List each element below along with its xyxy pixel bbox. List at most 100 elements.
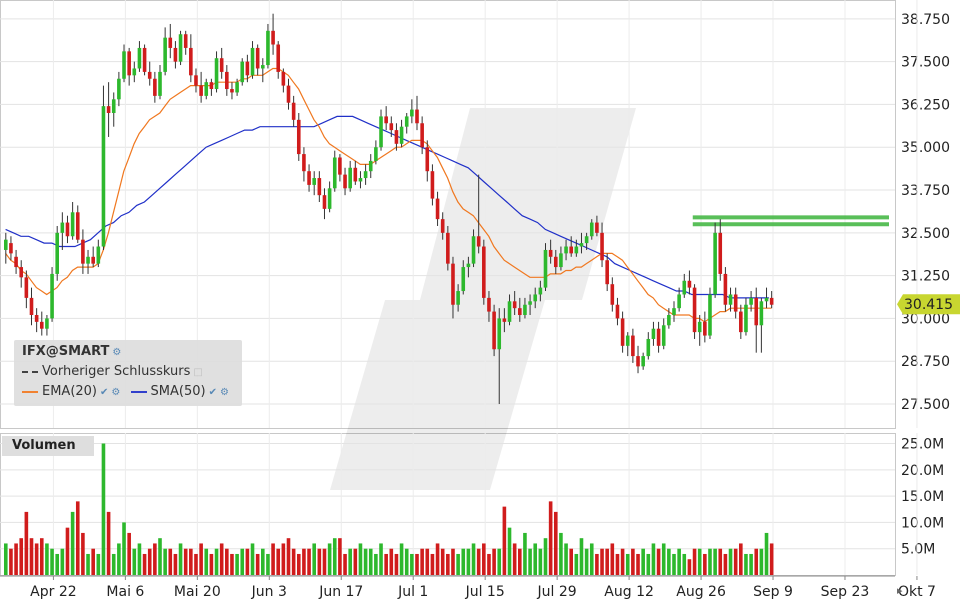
x-tick-label: Jul 1 bbox=[397, 584, 428, 600]
candle bbox=[173, 47, 178, 62]
x-tick-label: Sep 23 bbox=[821, 584, 870, 600]
volume-bar bbox=[713, 548, 717, 575]
volume-bar bbox=[574, 553, 579, 575]
volume-bar bbox=[703, 553, 707, 575]
volume-bar bbox=[512, 543, 517, 575]
volume-bar bbox=[225, 548, 229, 575]
volume-bar bbox=[276, 548, 281, 575]
volume-bar bbox=[348, 548, 352, 575]
candle bbox=[435, 198, 440, 220]
volume-tick-label: 10.0M bbox=[901, 515, 944, 531]
volume-bar bbox=[199, 543, 203, 575]
volume-bar bbox=[394, 553, 399, 575]
volume-bar bbox=[70, 511, 75, 575]
candle bbox=[302, 154, 306, 172]
candle bbox=[96, 246, 101, 264]
checkbox-icon[interactable]: □ bbox=[193, 367, 203, 378]
candle bbox=[451, 263, 455, 305]
volume-bar bbox=[384, 553, 388, 575]
candle bbox=[692, 287, 697, 333]
volume-bar bbox=[389, 548, 394, 575]
volume-bar bbox=[132, 548, 137, 575]
candle bbox=[368, 160, 373, 172]
volume-bar bbox=[286, 538, 291, 575]
settings-icon[interactable]: ⚙ bbox=[112, 347, 122, 358]
volume-bar bbox=[636, 553, 640, 575]
candle bbox=[415, 109, 419, 124]
check-icon[interactable]: ✔ bbox=[208, 387, 217, 398]
check-icon[interactable]: ✔ bbox=[100, 387, 109, 398]
scroll-right-icon[interactable]: ▸ bbox=[897, 584, 903, 597]
candle bbox=[245, 61, 250, 76]
settings-icon[interactable]: ⚙ bbox=[111, 387, 121, 398]
candle bbox=[142, 47, 147, 72]
x-tick-label: Jul 29 bbox=[537, 584, 577, 600]
candle bbox=[178, 34, 183, 62]
legend-sma: SMA(50) bbox=[150, 384, 206, 399]
volume-bar bbox=[122, 522, 126, 575]
candle bbox=[641, 356, 645, 367]
candle bbox=[672, 308, 676, 316]
volume-bar bbox=[482, 543, 486, 575]
volume-bar bbox=[749, 553, 753, 575]
volume-bar bbox=[317, 548, 322, 575]
volume-bar bbox=[733, 548, 738, 575]
volume-bar bbox=[332, 538, 337, 575]
volume-title: Volumen bbox=[2, 436, 94, 456]
volume-bar bbox=[39, 538, 44, 575]
x-tick-label: Mai 6 bbox=[106, 584, 144, 600]
volume-bar bbox=[45, 543, 49, 575]
candle bbox=[317, 178, 322, 196]
candle bbox=[111, 99, 116, 113]
candle bbox=[697, 321, 702, 333]
volume-bar bbox=[476, 548, 481, 575]
x-tick-label: Apr 22 bbox=[30, 584, 76, 600]
volume-bar bbox=[106, 511, 111, 575]
candle bbox=[70, 212, 75, 237]
candle bbox=[214, 58, 219, 90]
candle bbox=[600, 232, 604, 261]
settings-icon[interactable]: ⚙ bbox=[219, 387, 229, 398]
volume-bar bbox=[137, 543, 142, 575]
y-tick-label: 28.750 bbox=[901, 354, 950, 370]
volume-bar bbox=[559, 532, 563, 575]
candle bbox=[322, 195, 327, 209]
volume-bar bbox=[605, 548, 609, 575]
volume-bar bbox=[291, 548, 296, 575]
volume-bar bbox=[744, 553, 748, 575]
candle bbox=[271, 30, 275, 45]
volume-bar bbox=[523, 532, 527, 575]
volume-bar bbox=[374, 553, 378, 575]
candle bbox=[507, 301, 512, 322]
volume-bar bbox=[615, 553, 620, 575]
candle bbox=[538, 287, 543, 295]
sma50-line bbox=[5, 115, 769, 299]
volume-bar bbox=[117, 543, 121, 575]
candle bbox=[410, 109, 414, 117]
candle bbox=[14, 256, 18, 268]
volume-bar bbox=[410, 553, 414, 575]
candle bbox=[122, 51, 126, 79]
volume-bar bbox=[327, 543, 332, 575]
candle bbox=[240, 61, 245, 83]
volume-bar bbox=[358, 543, 363, 575]
candle bbox=[631, 335, 635, 357]
volume-tick-label: 25.0M bbox=[901, 437, 944, 453]
candle bbox=[209, 82, 214, 90]
candle bbox=[661, 325, 666, 346]
volume-bar bbox=[271, 543, 275, 575]
volume-bar bbox=[9, 548, 13, 575]
candle bbox=[466, 263, 471, 268]
volume-bar bbox=[584, 548, 589, 575]
candle bbox=[127, 51, 131, 76]
volume-bar bbox=[399, 543, 404, 575]
volume-bar bbox=[163, 548, 167, 575]
x-tick-label: Okt 7 bbox=[898, 584, 936, 600]
volume-bar bbox=[34, 543, 39, 575]
volume-bar bbox=[65, 527, 70, 575]
candle bbox=[703, 321, 707, 336]
volume-tick-label: 5.0M bbox=[901, 542, 935, 558]
y-tick-label: 37.500 bbox=[901, 55, 950, 71]
volume-bar bbox=[19, 538, 24, 575]
